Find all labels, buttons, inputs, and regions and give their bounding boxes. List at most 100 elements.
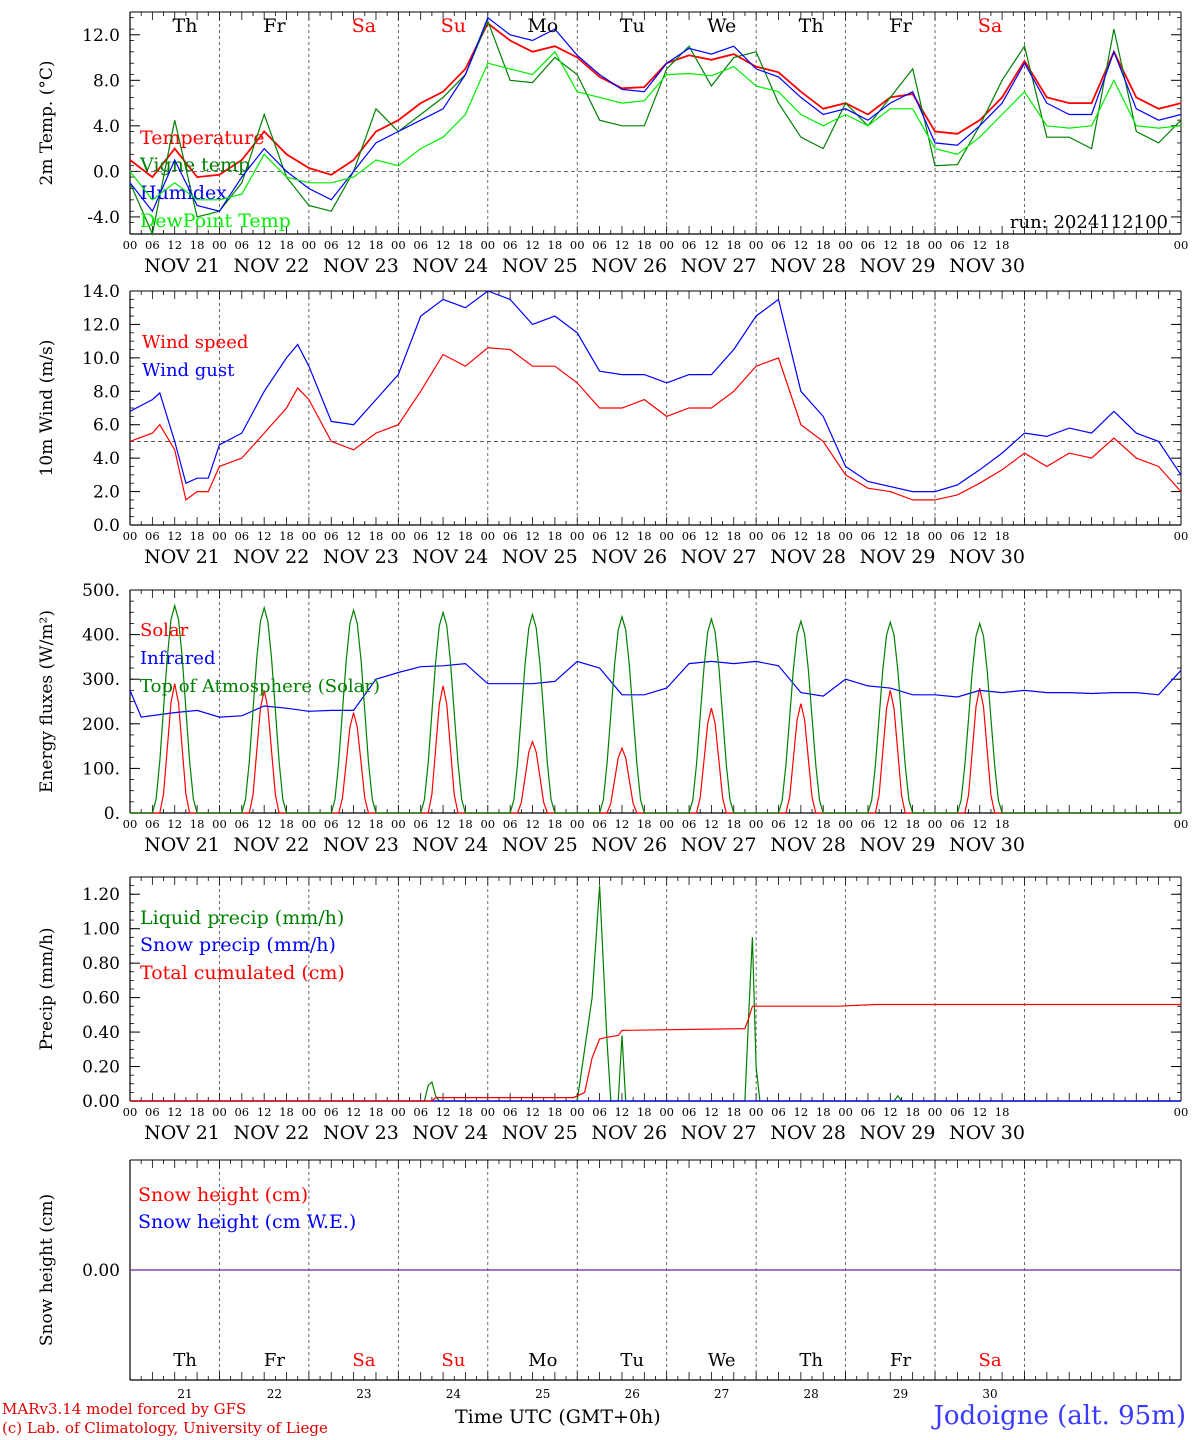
hour-tick-label: 18: [369, 529, 384, 543]
hour-tick-label: 18: [190, 817, 205, 831]
day-number-label: 26: [625, 1387, 640, 1401]
y-tick-label: 14.0: [82, 282, 120, 302]
y-tick-label: 8.0: [93, 71, 120, 91]
date-label: NOV 25: [502, 546, 578, 568]
hour-tick-label: 06: [503, 238, 518, 252]
y-tick-label: 0.0: [93, 516, 120, 536]
date-label: NOV 30: [949, 255, 1025, 277]
date-label: NOV 28: [770, 834, 846, 856]
hour-tick-label: 06: [861, 238, 876, 252]
series-line-top-of-atmosphere-solar-: [130, 603, 1181, 814]
hour-tick-label: 00: [123, 817, 138, 831]
hour-tick-label: 00: [659, 238, 674, 252]
hour-tick-label: 12: [883, 1105, 898, 1119]
hour-tick-label: 18: [458, 817, 473, 831]
hour-tick-label: 18: [637, 529, 652, 543]
date-label: NOV 21: [144, 834, 220, 856]
hour-tick-label: 00: [1174, 238, 1189, 252]
hour-tick-label: 18: [995, 817, 1010, 831]
series-line-wind-gust: [129, 290, 1182, 493]
hour-tick-label: 00: [391, 1105, 406, 1119]
hour-tick-label: 12: [257, 529, 272, 543]
date-label: NOV 24: [412, 834, 488, 856]
hour-tick-label: 00: [749, 529, 764, 543]
hour-tick-label: 06: [682, 1105, 697, 1119]
hour-tick-label: 06: [413, 817, 428, 831]
date-label: NOV 28: [770, 255, 846, 277]
y-tick-label: 12.0: [82, 26, 120, 46]
hour-tick-label: 12: [704, 238, 719, 252]
date-label: NOV 24: [412, 255, 488, 277]
hour-tick-label: 18: [458, 1105, 473, 1119]
date-label: NOV 22: [234, 255, 310, 277]
hour-tick-label: 12: [615, 817, 630, 831]
y-tick-label: 0.20: [82, 1058, 120, 1078]
y-tick-label: 4.0: [93, 117, 120, 137]
hour-tick-label: 18: [995, 1105, 1010, 1119]
y-tick-label: 200.: [82, 715, 120, 735]
hour-tick-label: 18: [190, 1105, 205, 1119]
y-tick-label: 2.0: [93, 483, 120, 503]
hour-tick-label: 00: [212, 817, 227, 831]
date-label: NOV 23: [323, 255, 399, 277]
weekday-label: Th: [799, 15, 824, 37]
date-label: NOV 28: [770, 1122, 846, 1144]
hour-tick-label: 06: [592, 1105, 607, 1119]
hour-tick-label: 00: [749, 817, 764, 831]
date-label: NOV 28: [770, 546, 846, 568]
hour-tick-label: 12: [257, 238, 272, 252]
hour-tick-label: 18: [816, 238, 831, 252]
hour-tick-label: 06: [950, 529, 965, 543]
hour-tick-label: 12: [794, 529, 809, 543]
hour-tick-label: 06: [950, 1105, 965, 1119]
hour-tick-label: 18: [279, 1105, 294, 1119]
day-number-label: 25: [535, 1387, 550, 1401]
hour-tick-label: 18: [816, 529, 831, 543]
hour-tick-label: 00: [123, 238, 138, 252]
series-line-infrared: [129, 660, 1182, 718]
hour-tick-label: 06: [413, 1105, 428, 1119]
date-label: NOV 23: [323, 834, 399, 856]
hour-tick-label: 06: [771, 238, 786, 252]
hour-tick-label: 06: [145, 529, 160, 543]
hour-tick-label: 12: [346, 238, 361, 252]
hour-tick-label: 12: [436, 238, 451, 252]
hour-tick-label: 12: [883, 817, 898, 831]
date-label: NOV 29: [860, 1122, 936, 1144]
hour-tick-label: 00: [123, 529, 138, 543]
legend-entry: Total cumulated (cm): [140, 962, 345, 984]
hour-tick-label: 18: [726, 1105, 741, 1119]
hour-tick-label: 00: [928, 529, 943, 543]
series-line-temperature: [129, 22, 1182, 179]
hour-tick-label: 18: [279, 817, 294, 831]
hour-tick-label: 06: [324, 529, 339, 543]
hour-tick-label: 18: [369, 817, 384, 831]
y-tick-label: 12.0: [82, 315, 120, 335]
hour-tick-label: 18: [190, 529, 205, 543]
day-number-label: 23: [356, 1387, 371, 1401]
day-number-label: 21: [177, 1387, 192, 1401]
date-label: NOV 25: [502, 255, 578, 277]
hour-tick-label: 18: [637, 1105, 652, 1119]
hour-tick-label: 18: [905, 1105, 920, 1119]
hour-tick-label: 06: [861, 817, 876, 831]
hour-tick-label: 06: [771, 1105, 786, 1119]
weekday-label: Su: [441, 1350, 465, 1371]
hour-tick-label: 06: [234, 817, 249, 831]
weekday-label: Mo: [528, 1350, 557, 1371]
hour-tick-label: 18: [995, 238, 1010, 252]
date-label: NOV 30: [949, 834, 1025, 856]
weekday-label: Fr: [264, 1350, 285, 1371]
date-label: NOV 25: [502, 834, 578, 856]
hour-tick-label: 00: [302, 1105, 317, 1119]
hour-tick-label: 12: [615, 238, 630, 252]
hour-tick-label: 18: [548, 1105, 563, 1119]
run-label: run: 2024112100: [1010, 212, 1168, 233]
y-tick-label: 300.: [82, 670, 120, 690]
hour-tick-label: 06: [861, 1105, 876, 1119]
hour-tick-label: 12: [704, 529, 719, 543]
weekday-label: Fr: [263, 15, 286, 37]
day-number-label: 30: [982, 1387, 997, 1401]
hour-tick-label: 06: [682, 817, 697, 831]
hour-tick-label: 00: [1174, 1105, 1189, 1119]
